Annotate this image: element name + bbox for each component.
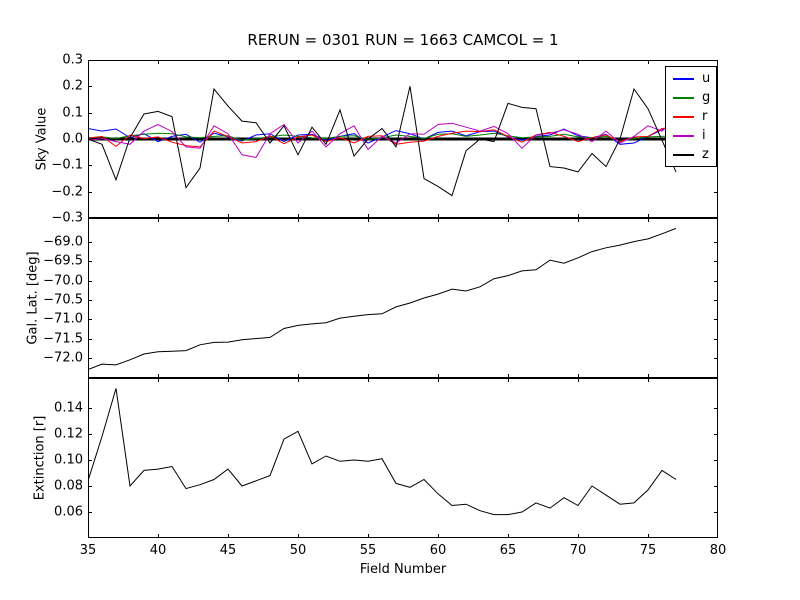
legend-item-z: z: [666, 145, 716, 164]
y-tick-label: −0.1: [51, 157, 83, 173]
y-tick-label: −0.2: [51, 184, 83, 200]
y-tick-label: 0.06: [54, 504, 83, 520]
legend-line-swatch-z: [673, 153, 694, 156]
series-line-g: [88, 132, 677, 142]
legend-item-i: i: [666, 126, 716, 145]
y-tick-label: 0.10: [54, 452, 83, 468]
y-tick-label: 0.12: [54, 426, 83, 442]
y-tick-label: 0.08: [54, 478, 83, 494]
series-line-gal_lat: [88, 227, 677, 370]
legend-label: i: [702, 128, 706, 143]
legend-line-swatch-i: [673, 134, 694, 137]
x-tick-label: 60: [429, 543, 447, 558]
x-tick-label: 80: [709, 543, 727, 558]
y-tick-label: 0.14: [54, 400, 83, 416]
x-tick-label: 35: [79, 543, 97, 558]
series-line-z: [88, 86, 677, 197]
legend-label: g: [702, 90, 711, 105]
plot-border: [88, 218, 718, 378]
plot-border: [88, 60, 718, 218]
subplot-sky: [88, 60, 718, 218]
y-tick-label: 0.0: [62, 131, 83, 147]
x-tick-label: 75: [639, 543, 657, 558]
y-tick-label: 0.1: [62, 105, 83, 121]
legend-item-g: g: [666, 88, 716, 107]
y-tick-label: −70.5: [43, 292, 83, 308]
y-tick-label: −69.0: [43, 234, 83, 250]
panel-canvas-sky: [88, 60, 718, 218]
subplot-extinction: [88, 378, 718, 538]
x-tick-label: 70: [569, 543, 587, 558]
legend-label: z: [702, 147, 709, 162]
x-tick-label: 50: [289, 543, 307, 558]
panel-canvas-extinction: [88, 378, 718, 538]
plot-border: [88, 378, 718, 538]
series-line-r: [88, 126, 677, 148]
series-line-extinction_r: [88, 388, 677, 516]
legend-label: r: [702, 109, 708, 124]
x-tick-label: 40: [149, 543, 167, 558]
legend-line-swatch-r: [673, 115, 694, 118]
legend-line-swatch-u: [673, 77, 694, 80]
y-tick-label: −69.5: [43, 253, 83, 269]
legend-label: u: [702, 71, 711, 86]
legend-item-r: r: [666, 107, 716, 126]
y-tick-label: −72.0: [43, 350, 83, 366]
subplot-gal-lat: [88, 218, 718, 378]
x-tick-label: 45: [219, 543, 237, 558]
y-tick-label: −71.5: [43, 331, 83, 347]
panel-canvas-gal-lat: [88, 218, 718, 378]
x-tick-label: 65: [499, 543, 517, 558]
y-tick-label: 0.2: [62, 78, 83, 94]
legend-item-u: u: [666, 69, 716, 88]
y-tick-label: −70.0: [43, 273, 83, 289]
legend-line-swatch-g: [673, 96, 694, 99]
y-tick-label: −71.0: [43, 311, 83, 327]
y-tick-label: 0.3: [62, 52, 83, 68]
series-line-u: [88, 122, 677, 145]
x-axis-label: Field Number: [359, 562, 447, 577]
x-tick-label: 55: [359, 543, 377, 558]
series-line-i: [88, 117, 677, 158]
chart-title: RERUN = 0301 RUN = 1663 CAMCOL = 1: [247, 31, 559, 49]
y-tick-label: −0.3: [51, 210, 83, 226]
